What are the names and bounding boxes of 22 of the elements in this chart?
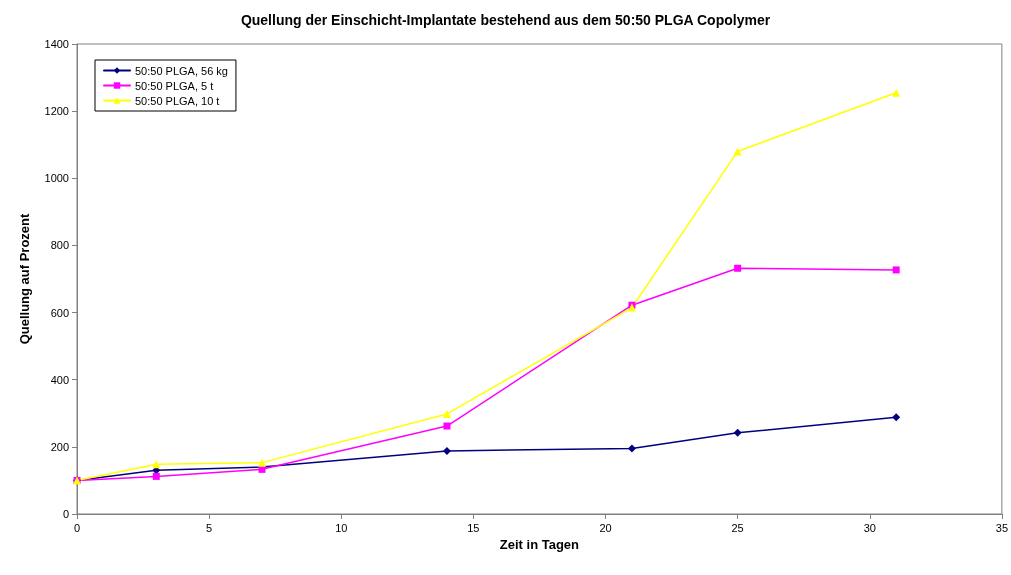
y-tick-label: 600 <box>50 306 69 319</box>
y-axis-title: Quellung auf Prozent <box>17 212 32 345</box>
x-tick-label: 35 <box>995 521 1009 534</box>
chart-title: Quellung der Einschicht-Implantate bestehend aus dem 50:50 PLGA Copolymer <box>240 12 771 28</box>
y-tick-label: 1000 <box>44 172 69 185</box>
y-tick-label: 400 <box>50 373 69 386</box>
x-tick-label: 20 <box>599 521 612 534</box>
y-tick-label: 1200 <box>44 105 69 118</box>
x-tick-label: 25 <box>731 521 744 534</box>
legend-label: 50:50 PLGA, 5 t <box>135 79 214 92</box>
y-tick-label: 1400 <box>44 38 69 50</box>
legend-label: 50:50 PLGA, 56 kg <box>135 64 228 77</box>
x-tick-label: 10 <box>335 521 348 534</box>
y-tick-label: 200 <box>50 440 69 453</box>
y-tick-label: 0 <box>62 508 69 520</box>
x-tick-label: 0 <box>73 521 81 534</box>
x-tick-label: 15 <box>467 521 480 534</box>
x-axis-title: Zeit in Tagen <box>499 536 580 552</box>
x-tick-label: 5 <box>206 521 213 534</box>
x-tick-label: 30 <box>863 521 876 534</box>
legend-label: 50:50 PLGA, 10 t <box>135 94 220 107</box>
y-tick-label: 800 <box>50 239 69 252</box>
